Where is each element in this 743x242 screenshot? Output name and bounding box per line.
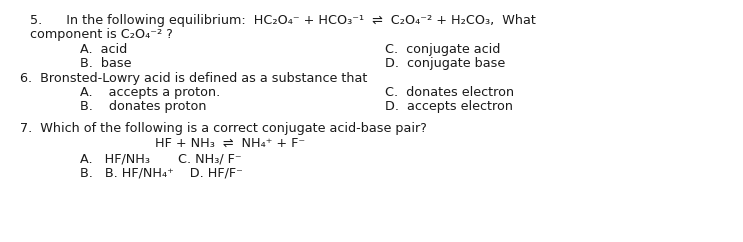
Text: B.  base: B. base xyxy=(80,57,132,70)
Text: B.    donates proton: B. donates proton xyxy=(80,100,207,113)
Text: A.    accepts a proton.: A. accepts a proton. xyxy=(80,86,220,99)
Text: B.   B. HF/NH₄⁺    D. HF/F⁻: B. B. HF/NH₄⁺ D. HF/F⁻ xyxy=(80,166,243,179)
Text: 5.      In the following equilibrium:  HC₂O₄⁻ + HCO₃⁻¹  ⇌  C₂O₄⁻² + H₂CO₃,  What: 5. In the following equilibrium: HC₂O₄⁻ … xyxy=(30,14,536,27)
Text: C.  conjugate acid: C. conjugate acid xyxy=(385,43,500,56)
Text: C.  donates electron: C. donates electron xyxy=(385,86,514,99)
Text: D.  conjugate base: D. conjugate base xyxy=(385,57,505,70)
Text: A.  acid: A. acid xyxy=(80,43,127,56)
Text: 7.  Which of the following is a correct conjugate acid-base pair?: 7. Which of the following is a correct c… xyxy=(20,122,427,135)
Text: HF + NH₃  ⇌  NH₄⁺ + F⁻: HF + NH₃ ⇌ NH₄⁺ + F⁻ xyxy=(155,137,305,150)
Text: component is C₂O₄⁻² ?: component is C₂O₄⁻² ? xyxy=(30,28,173,41)
Text: A.   HF/NH₃       C. NH₃/ F⁻: A. HF/NH₃ C. NH₃/ F⁻ xyxy=(80,152,241,165)
Text: 6.  Bronsted-Lowry acid is defined as a substance that: 6. Bronsted-Lowry acid is defined as a s… xyxy=(20,72,367,85)
Text: D.  accepts electron: D. accepts electron xyxy=(385,100,513,113)
